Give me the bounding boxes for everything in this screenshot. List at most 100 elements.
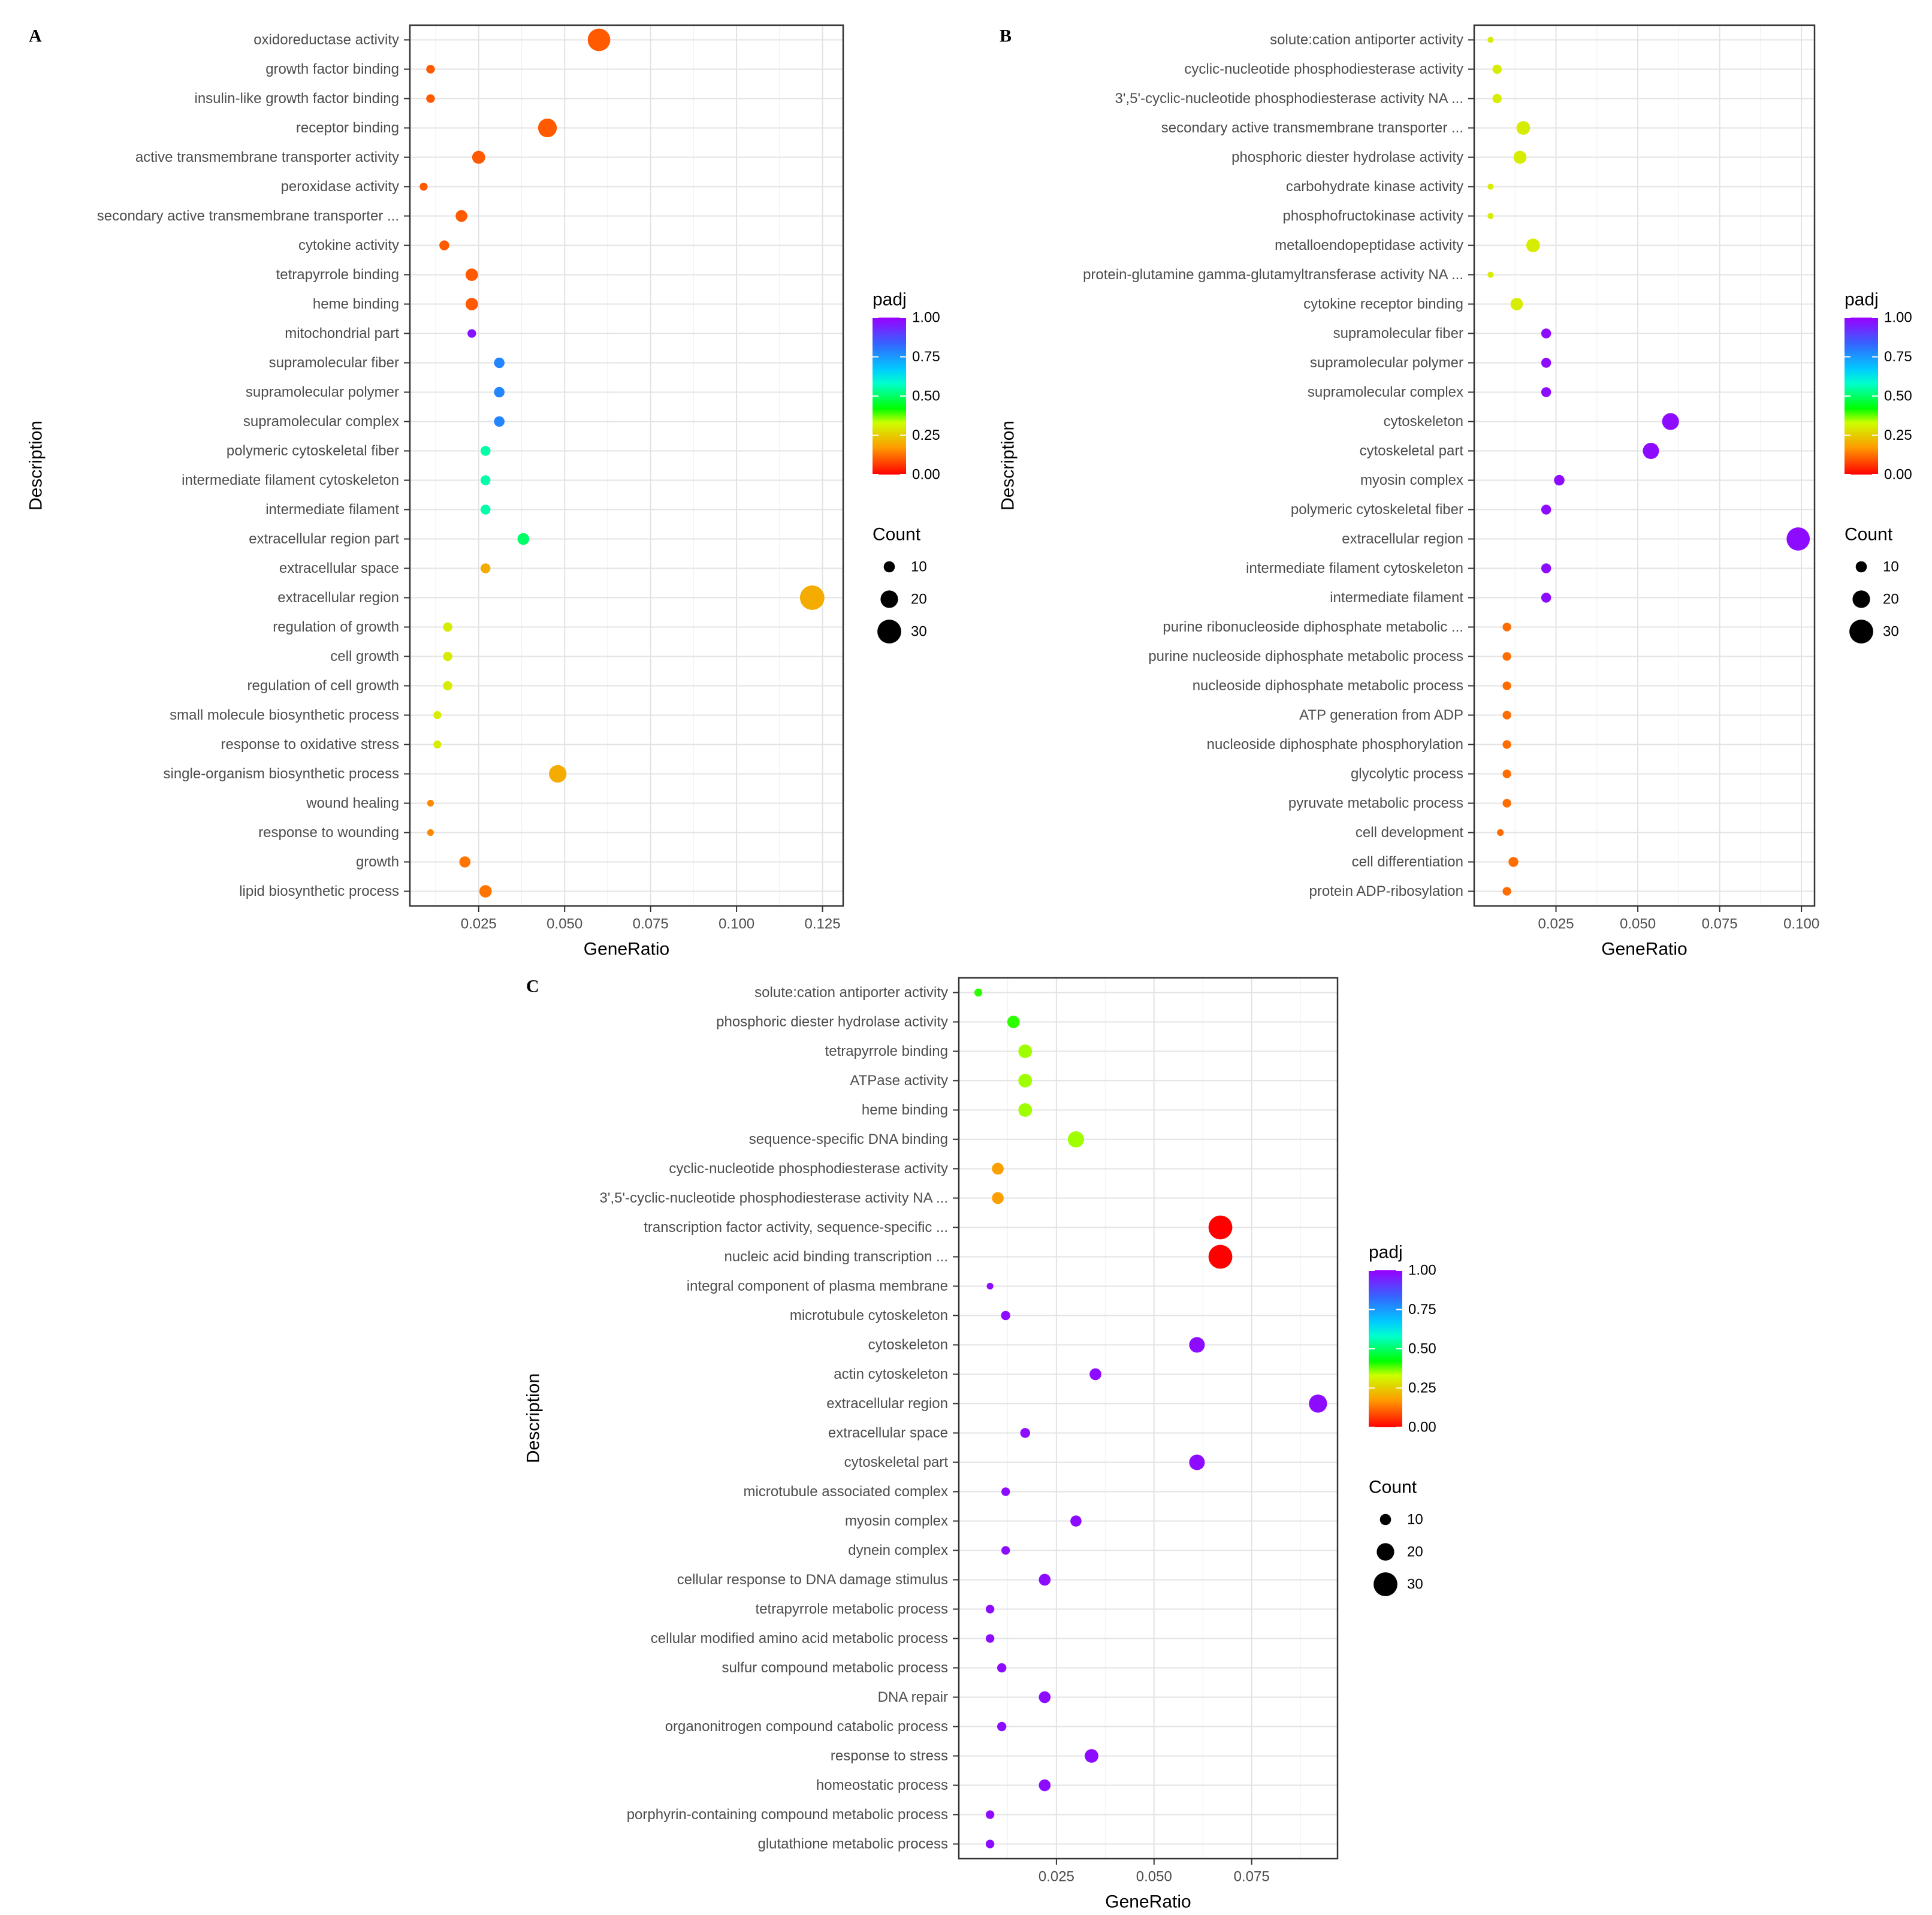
category-label: solute:cation antiporter activity — [754, 984, 948, 1001]
category-label: glutathione metabolic process — [757, 1836, 948, 1852]
size-legend-dot — [877, 620, 901, 644]
category-label: lipid biosynthetic process — [239, 883, 399, 899]
data-point — [587, 28, 611, 52]
data-point — [443, 622, 452, 632]
x-tick-label: 0.075 — [633, 916, 669, 932]
data-point — [459, 856, 471, 868]
category-label: response to stress — [831, 1748, 948, 1764]
color-legend-label: 0.00 — [1884, 467, 1912, 483]
data-point — [549, 765, 567, 783]
data-point — [1662, 413, 1679, 430]
data-point — [1067, 1131, 1085, 1148]
category-label: supramolecular polymer — [1310, 355, 1463, 371]
category-label: heme binding — [862, 1102, 948, 1118]
data-point — [494, 357, 505, 368]
category-label: extracellular space — [828, 1425, 948, 1441]
size-legend-dot — [1855, 561, 1867, 573]
data-point — [1487, 37, 1494, 43]
size-legend-dot — [880, 590, 898, 608]
data-point — [1508, 857, 1519, 867]
x-tick-label: 0.100 — [719, 916, 754, 932]
data-point — [426, 94, 435, 103]
category-label: protein ADP-ribosylation — [1309, 883, 1463, 899]
size-legend-title: Count — [1369, 1478, 1417, 1497]
category-label: secondary active transmembrane transport… — [1161, 120, 1463, 136]
category-label: cytokine receptor binding — [1303, 296, 1463, 312]
data-point — [985, 1605, 995, 1614]
grid — [1474, 25, 1815, 906]
category-label: porphyrin-containing compound metabolic … — [627, 1807, 948, 1823]
data-point — [426, 65, 435, 74]
size-legend-title: Count — [1845, 525, 1893, 545]
data-point — [1309, 1394, 1327, 1413]
data-point — [443, 651, 452, 662]
category-label: cytoskeleton — [868, 1337, 948, 1353]
color-legend-title: padj — [873, 290, 907, 310]
data-point — [1001, 1310, 1010, 1321]
category-label: nucleic acid binding transcription ... — [724, 1249, 948, 1265]
x-tick-label: 0.075 — [1702, 916, 1738, 932]
grid — [410, 25, 843, 906]
category-label: response to oxidative stress — [221, 736, 399, 753]
category-label: cytoskeletal part — [1360, 443, 1464, 459]
size-legend-dot — [1373, 1572, 1397, 1596]
data-point — [1502, 887, 1511, 896]
category-label: supramolecular complex — [243, 413, 399, 430]
color-legend-label: 0.75 — [1884, 349, 1912, 365]
color-legend-label: 1.00 — [1408, 1262, 1436, 1279]
color-legend-label: 0.00 — [912, 467, 940, 483]
data-point — [1554, 475, 1565, 486]
category-label: cytoskeletal part — [844, 1454, 949, 1470]
category-label: cellular modified amino acid metabolic p… — [651, 1630, 948, 1647]
data-point — [433, 711, 442, 720]
x-axis-title: GeneRatio — [1601, 940, 1687, 959]
data-point — [1502, 769, 1511, 778]
category-label: ATPase activity — [850, 1073, 948, 1089]
x-tick-label: 0.025 — [461, 916, 497, 932]
data-point — [997, 1663, 1007, 1673]
category-label: 3',5'-cyclic-nucleotide phosphodiesteras… — [1115, 90, 1463, 107]
y-axis-title: Description — [26, 421, 46, 511]
data-point — [479, 885, 492, 898]
data-point — [1070, 1515, 1082, 1527]
data-point — [1502, 711, 1511, 720]
category-label: metalloendopeptidase activity — [1275, 237, 1463, 253]
data-point — [419, 182, 428, 191]
panel-letter: C — [526, 977, 539, 996]
data-point — [467, 329, 476, 338]
size-legend-dot — [883, 561, 895, 573]
x-tick-label: 0.025 — [1538, 916, 1574, 932]
color-legend-label: 0.50 — [1408, 1341, 1436, 1357]
size-legend-dot — [1376, 1543, 1394, 1561]
data-point — [427, 829, 434, 836]
category-label: cell development — [1356, 824, 1463, 841]
category-label: supramolecular polymer — [246, 384, 399, 400]
plot-frame — [958, 977, 1339, 1860]
category-label: carbohydrate kinase activity — [1286, 179, 1463, 195]
category-label: microtubule associated complex — [744, 1484, 949, 1500]
data-point — [1018, 1044, 1033, 1058]
y-axis-title: Description — [524, 1373, 544, 1463]
data-point — [443, 681, 452, 691]
data-point — [1001, 1546, 1010, 1555]
category-label: cytokine activity — [298, 237, 399, 253]
data-point — [1513, 150, 1527, 164]
data-point — [1487, 271, 1494, 278]
data-point — [1018, 1074, 1033, 1088]
category-label: extracellular region — [1342, 531, 1463, 547]
data-point — [1502, 681, 1511, 690]
size-legend-label: 10 — [1883, 559, 1899, 575]
category-label: pyruvate metabolic process — [1288, 795, 1463, 811]
data-point — [455, 210, 467, 222]
category-label: secondary active transmembrane transport… — [97, 208, 399, 224]
color-legend-label: 1.00 — [912, 310, 940, 326]
color-legend-label: 0.50 — [1884, 388, 1912, 404]
data-point — [465, 298, 478, 310]
color-legend-label: 0.25 — [1884, 427, 1912, 443]
category-label: solute:cation antiporter activity — [1270, 32, 1463, 48]
category-label: receptor binding — [296, 120, 399, 136]
data-point — [992, 1192, 1004, 1204]
data-point — [1541, 505, 1551, 515]
